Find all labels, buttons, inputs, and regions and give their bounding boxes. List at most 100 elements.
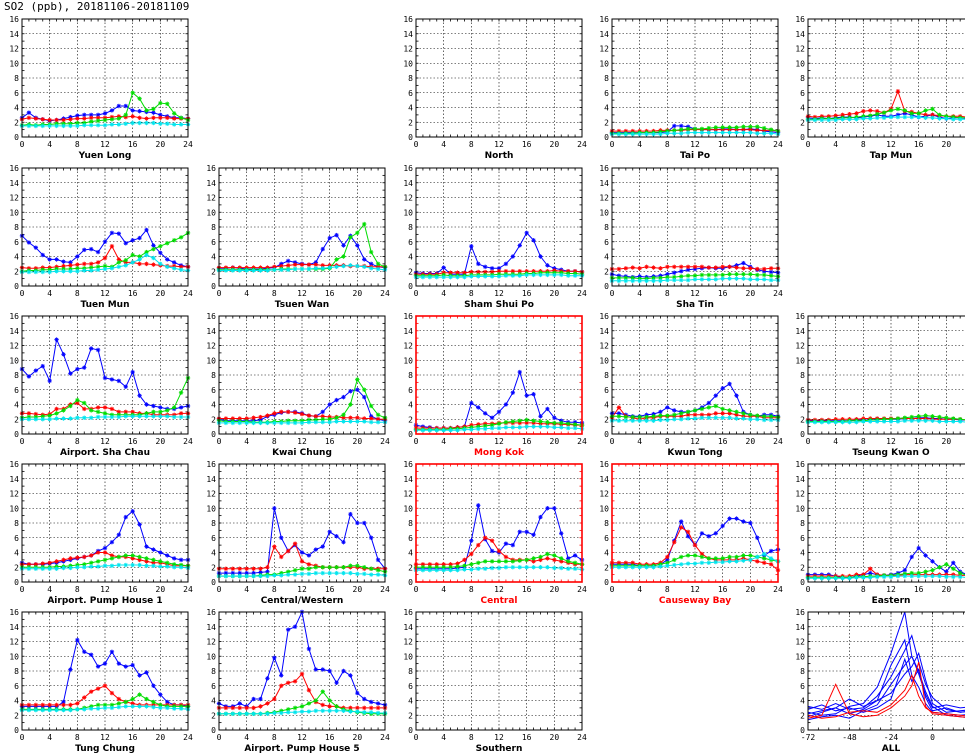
series-line-red	[807, 89, 965, 118]
data-point-cyan	[937, 419, 942, 424]
y-tick-label: 12	[403, 638, 413, 647]
data-point-cyan	[482, 426, 488, 432]
data-point-green	[116, 116, 122, 121]
data-point-blue	[61, 699, 66, 705]
y-tick-label: 0	[604, 578, 609, 587]
x-tick-label: 16	[128, 437, 138, 446]
data-point-cyan	[285, 710, 291, 715]
series-line-red	[807, 661, 965, 719]
data-point-green	[902, 108, 908, 113]
data-point-cyan	[40, 566, 45, 571]
data-point-cyan	[888, 114, 894, 120]
data-point-red	[47, 560, 52, 566]
y-tick-label: 8	[14, 519, 19, 528]
data-point-blue	[341, 394, 346, 400]
data-point-cyan	[158, 121, 163, 126]
data-point-blue	[327, 235, 332, 241]
data-point-blue	[658, 409, 663, 415]
x-tick-label: 20	[746, 437, 756, 446]
data-point-blue	[237, 701, 242, 706]
data-point-cyan	[427, 274, 433, 280]
data-point-cyan	[265, 573, 270, 579]
x-tick-label: 0	[610, 437, 615, 446]
data-point-green	[123, 112, 128, 118]
data-point-blue	[40, 363, 45, 369]
data-point-red	[489, 269, 495, 275]
data-point-green	[741, 124, 746, 129]
data-point-cyan	[26, 123, 32, 129]
data-point-cyan	[819, 576, 825, 581]
y-tick-label: 16	[9, 312, 19, 321]
y-tick-label: 16	[795, 15, 805, 24]
data-point-cyan	[651, 278, 656, 284]
data-point-cyan	[144, 563, 149, 568]
data-point-red	[26, 562, 32, 567]
data-point-cyan	[951, 574, 956, 580]
data-point-blue	[320, 544, 325, 549]
data-point-cyan	[854, 117, 859, 122]
data-point-blue	[482, 411, 488, 416]
x-tick-label: 8	[469, 585, 474, 594]
data-point-cyan	[327, 570, 332, 576]
data-point-red	[102, 683, 108, 688]
x-tick-label: 4	[441, 733, 446, 742]
data-point-cyan	[559, 425, 564, 430]
y-tick-label: 8	[408, 667, 413, 676]
data-point-cyan	[630, 278, 635, 284]
data-point-red	[171, 116, 177, 121]
data-point-cyan	[531, 424, 536, 429]
data-point-blue	[503, 541, 509, 546]
data-point-cyan	[874, 419, 880, 424]
data-point-cyan	[306, 709, 312, 714]
data-point-blue	[930, 559, 935, 564]
y-tick-label: 2	[14, 415, 19, 424]
data-point-cyan	[734, 130, 739, 135]
y-tick-label: 4	[211, 549, 216, 558]
y-tick-label: 12	[403, 45, 413, 54]
y-tick-label: 0	[14, 726, 19, 735]
data-point-cyan	[685, 277, 691, 283]
y-tick-label: 6	[604, 89, 609, 98]
y-tick-label: 8	[408, 74, 413, 83]
y-tick-label: 12	[599, 45, 609, 54]
data-point-cyan	[68, 565, 73, 571]
data-point-green	[951, 566, 956, 571]
data-point-green	[313, 565, 319, 570]
data-point-blue	[82, 247, 87, 253]
data-point-cyan	[40, 417, 45, 422]
panel-eastern: 024681012141604812162024Eastern	[795, 460, 965, 606]
data-point-red	[299, 262, 305, 267]
data-point-red	[306, 413, 312, 418]
data-point-cyan	[368, 420, 374, 425]
data-point-blue	[109, 649, 115, 655]
data-point-cyan	[902, 114, 908, 120]
data-point-red	[292, 541, 298, 546]
data-point-cyan	[348, 263, 353, 268]
data-point-cyan	[68, 416, 73, 421]
data-point-green	[748, 553, 753, 558]
data-point-blue	[510, 542, 516, 548]
data-point-green	[434, 565, 439, 570]
x-tick-label: 4	[244, 733, 249, 742]
data-point-cyan	[741, 130, 746, 135]
data-point-cyan	[151, 414, 156, 419]
y-tick-label: 8	[604, 371, 609, 380]
data-point-green	[116, 554, 122, 560]
data-point-cyan	[375, 420, 381, 425]
x-tick-label: 0	[414, 733, 419, 742]
data-point-green	[510, 559, 516, 564]
data-point-cyan	[441, 568, 446, 573]
data-point-blue	[517, 529, 522, 535]
y-tick-label: 0	[14, 282, 19, 291]
data-point-cyan	[881, 115, 887, 121]
data-point-green	[334, 704, 339, 709]
data-point-green	[68, 403, 73, 409]
data-point-red	[768, 562, 774, 567]
data-point-blue	[82, 112, 87, 118]
data-point-blue	[33, 245, 39, 250]
data-point-green	[61, 408, 66, 413]
data-point-blue	[82, 365, 87, 370]
data-point-cyan	[510, 273, 516, 278]
